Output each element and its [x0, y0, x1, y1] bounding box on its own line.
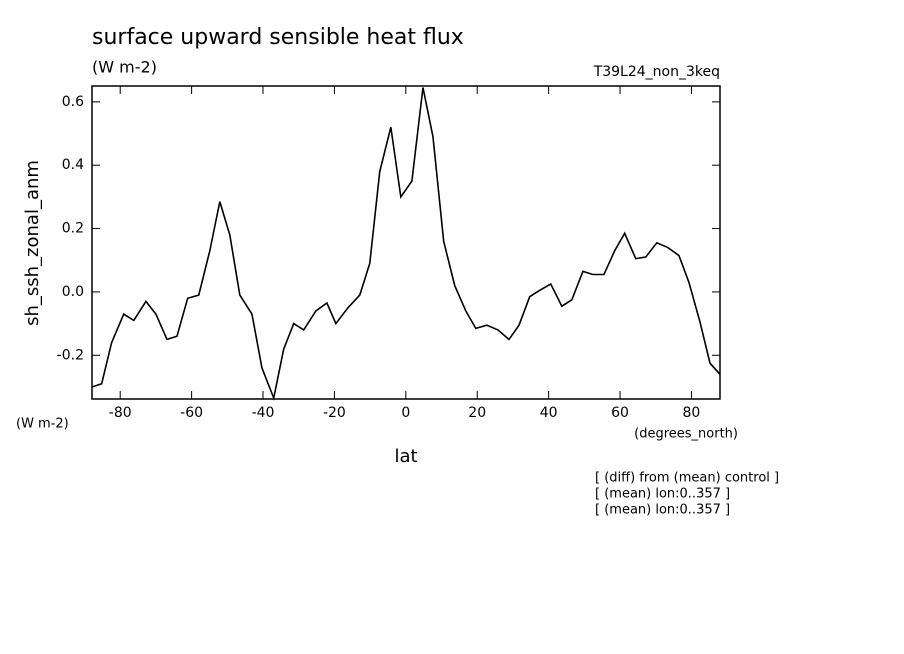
y-tick-label: -0.2 — [57, 347, 84, 363]
x-tick-label: -20 — [323, 405, 346, 421]
x-tick-label: 60 — [611, 405, 629, 421]
x-tick-label: 20 — [468, 405, 486, 421]
x-tick-label: -40 — [252, 405, 275, 421]
y-tick-label: 0.0 — [62, 284, 84, 300]
data-line — [91, 87, 721, 401]
y-axis-label: sh_ssh_zonal_anm — [22, 160, 43, 326]
subtitle: (W m-2) — [92, 58, 157, 77]
dataset-label: T39L24_non_3keq — [593, 64, 720, 80]
y-tick-label: 0.4 — [62, 157, 84, 173]
note: [ (diff) from (mean) control ] — [595, 471, 779, 486]
y-tick-label: 0.2 — [62, 221, 84, 237]
x-tick-label: 80 — [683, 405, 701, 421]
y-units: (W m-2) — [16, 417, 69, 432]
x-tick-label: 0 — [401, 405, 410, 421]
chart-title: surface upward sensible heat flux — [92, 25, 464, 50]
x-tick-label: -60 — [180, 405, 203, 421]
note: [ (mean) lon:0..357 ] — [595, 503, 730, 518]
x-units: (degrees_north) — [634, 427, 738, 442]
note: [ (mean) lon:0..357 ] — [595, 487, 730, 502]
x-axis-label: lat — [394, 446, 417, 467]
x-tick-label: -80 — [109, 405, 132, 421]
x-tick-label: 40 — [540, 405, 558, 421]
y-tick-label: 0.6 — [62, 94, 84, 110]
